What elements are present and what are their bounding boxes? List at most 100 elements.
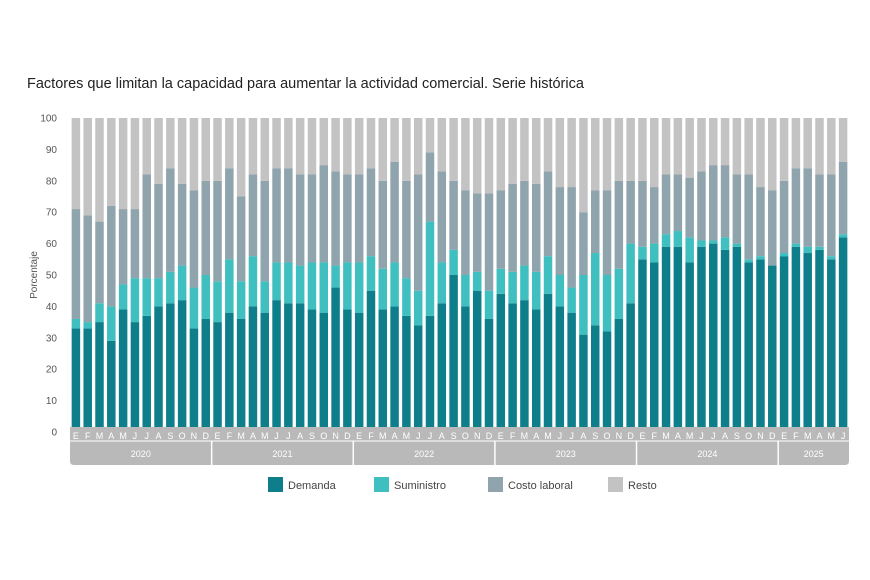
bar-costo-laboral-42 <box>567 187 576 288</box>
month-tick-label: A <box>722 431 728 441</box>
bar-demanda-60 <box>779 256 789 432</box>
bar-demanda-11 <box>201 318 210 432</box>
bar-suministro-15 <box>248 256 258 307</box>
month-tick-label: M <box>662 431 670 441</box>
bar-resto-63 <box>815 118 824 175</box>
bar-suministro-41 <box>555 275 565 307</box>
bar-resto-49 <box>650 118 659 188</box>
bar-demanda-7 <box>154 306 163 432</box>
bar-demanda-53 <box>697 246 706 432</box>
bar-resto-16 <box>260 118 269 181</box>
bar-suministro-35 <box>484 290 494 319</box>
bar-suministro-64 <box>827 256 836 260</box>
month-tick-label: E <box>356 431 362 441</box>
bar-demanda-21 <box>319 312 329 432</box>
year-label: 2025 <box>804 449 824 459</box>
bar-costo-laboral-4 <box>118 209 128 285</box>
bar-costo-laboral-35 <box>484 193 494 291</box>
bar-costo-laboral-62 <box>803 168 812 247</box>
month-tick-label: A <box>108 431 114 441</box>
bar-suministro-56 <box>732 243 742 247</box>
bar-resto-5 <box>130 118 140 210</box>
bar-demanda-20 <box>307 309 317 432</box>
bar-demanda-33 <box>461 306 470 432</box>
bar-demanda-6 <box>142 315 151 432</box>
month-tick-label: E <box>215 431 221 441</box>
bar-suministro-7 <box>154 278 163 307</box>
bar-resto-41 <box>555 118 565 188</box>
legend-swatch-demanda <box>268 477 283 492</box>
bar-demanda-1 <box>83 328 92 432</box>
bar-demanda-56 <box>732 246 742 432</box>
month-tick-label: S <box>592 431 598 441</box>
month-tick-label: O <box>320 431 327 441</box>
bar-demanda-64 <box>827 259 836 432</box>
bar-demanda-28 <box>402 315 411 432</box>
bar-suministro-32 <box>449 249 458 275</box>
bar-resto-64 <box>827 118 836 175</box>
bar-resto-21 <box>319 118 329 166</box>
y-tick-label: 30 <box>46 333 58 344</box>
bar-costo-laboral-31 <box>437 171 447 263</box>
month-tick-label: F <box>652 431 658 441</box>
bar-demanda-18 <box>284 303 293 432</box>
bar-costo-laboral-57 <box>744 174 753 260</box>
bar-demanda-31 <box>437 303 447 432</box>
bar-costo-laboral-45 <box>602 190 612 275</box>
bar-demanda-24 <box>354 312 364 432</box>
bar-costo-laboral-43 <box>579 212 588 275</box>
bar-costo-laboral-52 <box>685 177 694 238</box>
bar-resto-61 <box>791 118 801 169</box>
month-tick-label: J <box>841 431 846 441</box>
bar-costo-laboral-60 <box>779 180 789 254</box>
bar-demanda-13 <box>225 312 234 432</box>
month-tick-label: M <box>119 431 127 441</box>
legend: Demanda Suministro Costo laboral Resto <box>268 477 657 492</box>
year-label: 2021 <box>272 449 292 459</box>
bar-costo-laboral-41 <box>555 187 565 275</box>
y-tick-label: 70 <box>46 208 58 219</box>
month-tick-label: M <box>544 431 552 441</box>
bar-demanda-26 <box>378 309 388 432</box>
month-tick-label: J <box>569 431 574 441</box>
bar-resto-2 <box>95 118 104 222</box>
bar-suministro-8 <box>166 271 175 304</box>
year-label: 2020 <box>131 449 151 459</box>
bar-resto-3 <box>107 118 116 206</box>
month-tick-label: A <box>816 431 822 441</box>
bar-demanda-15 <box>248 306 258 432</box>
bar-demanda-41 <box>555 306 565 432</box>
bar-costo-laboral-7 <box>154 183 163 279</box>
bar-suministro-57 <box>744 259 753 263</box>
legend-label: Demanda <box>288 480 337 492</box>
month-tick-label: S <box>167 431 173 441</box>
y-tick-label: 90 <box>46 145 58 156</box>
bar-costo-laboral-16 <box>260 180 269 282</box>
bar-costo-laboral-21 <box>319 165 329 263</box>
bar-costo-laboral-36 <box>496 190 506 269</box>
bar-demanda-12 <box>213 322 222 432</box>
bar-costo-laboral-19 <box>295 174 305 266</box>
bar-demanda-52 <box>685 262 694 432</box>
bar-suministro-38 <box>520 265 529 301</box>
bar-costo-laboral-55 <box>720 165 730 238</box>
bar-costo-laboral-25 <box>366 168 376 257</box>
bar-costo-laboral-1 <box>83 215 92 323</box>
bar-suministro-26 <box>378 268 388 310</box>
bar-demanda-57 <box>744 262 753 432</box>
month-tick-label: F <box>793 431 799 441</box>
bar-costo-laboral-11 <box>201 180 210 275</box>
month-tick-label: M <box>403 431 411 441</box>
legend-swatch-resto <box>608 477 623 492</box>
bar-suministro-0 <box>71 318 81 329</box>
bar-resto-45 <box>602 118 612 191</box>
bar-resto-54 <box>709 118 718 166</box>
bar-demanda-16 <box>260 312 269 432</box>
bars-group <box>71 118 848 432</box>
bar-demanda-35 <box>484 318 494 432</box>
bar-costo-laboral-53 <box>697 171 706 241</box>
bar-resto-65 <box>838 118 848 162</box>
bar-costo-laboral-33 <box>461 190 470 275</box>
bar-resto-34 <box>472 118 482 194</box>
month-tick-label: F <box>510 431 516 441</box>
